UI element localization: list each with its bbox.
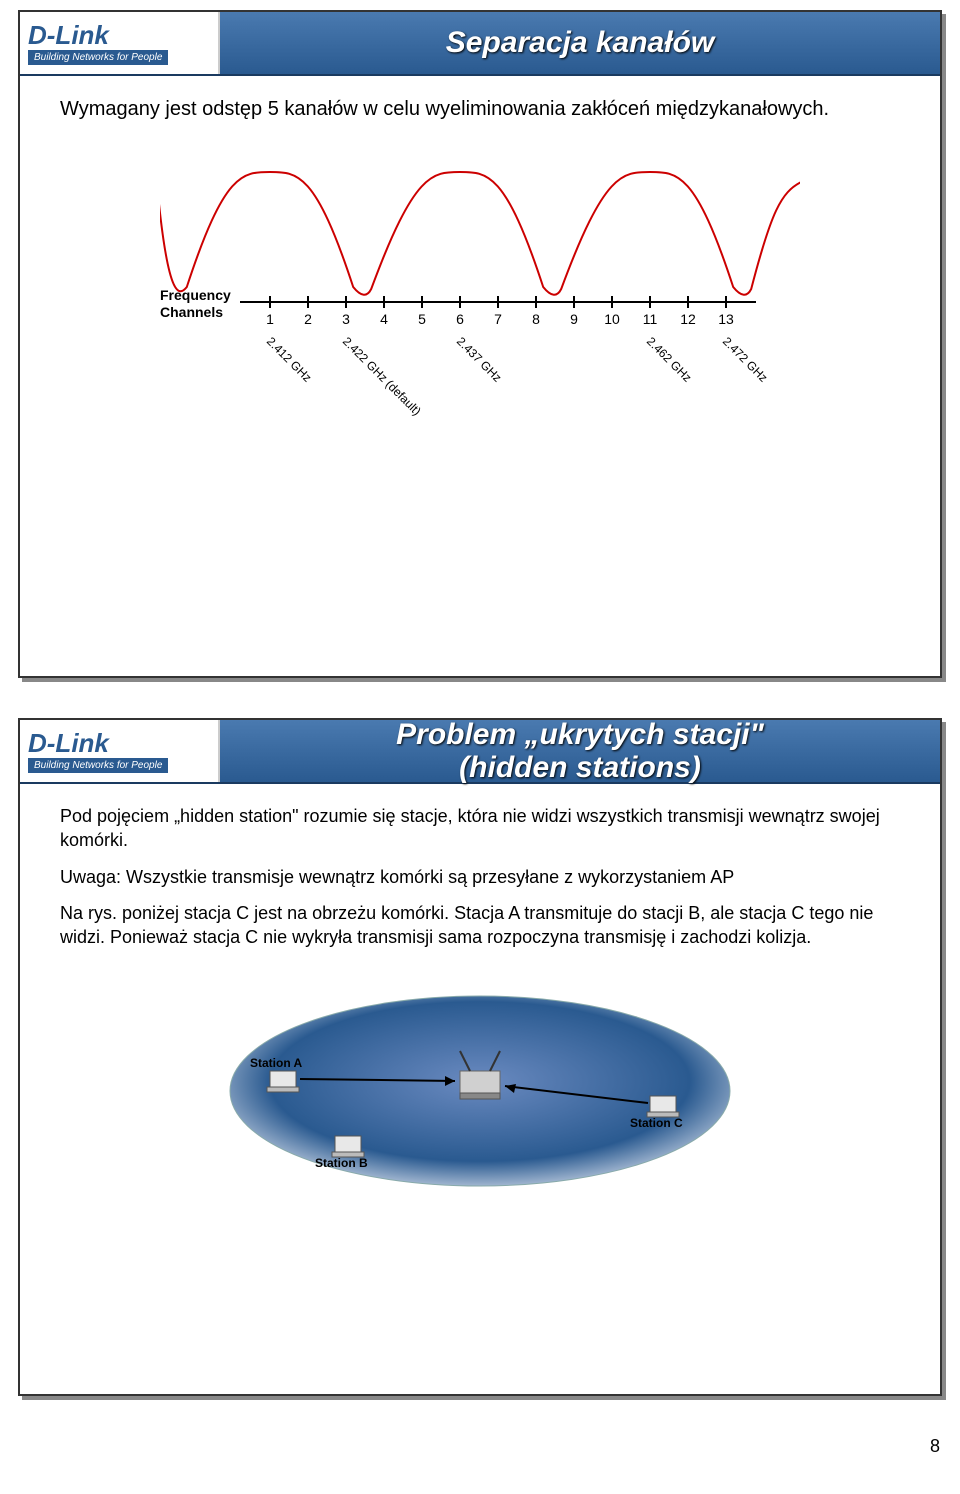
page-number: 8: [0, 1436, 960, 1467]
slide-1: D-Link Building Networks for People Sepa…: [18, 10, 942, 678]
svg-text:4: 4: [380, 311, 388, 327]
svg-text:2: 2: [304, 311, 312, 327]
para1: Pod pojęciem „hidden station" rozumie si…: [60, 804, 900, 853]
svg-text:13: 13: [718, 311, 734, 327]
logo-2: D-Link Building Networks for People: [20, 720, 220, 782]
svg-text:7: 7: [494, 311, 502, 327]
svg-text:5: 5: [418, 311, 426, 327]
logo-brand: D-Link: [28, 22, 109, 48]
slide-title-2: Problem „ukrytych stacji" (hidden statio…: [220, 718, 940, 784]
hidden-station-diagram: Station A Station B Station C: [160, 961, 800, 1201]
title-line1: Problem „ukrytych stacji": [396, 718, 764, 751]
svg-text:12: 12: [680, 311, 696, 327]
svg-text:2.472 GHz: 2.472 GHz: [720, 334, 770, 384]
svg-text:3: 3: [342, 311, 350, 327]
svg-text:11: 11: [643, 311, 658, 327]
station-c-label: Station C: [630, 1116, 683, 1130]
slide-title: Separacja kanałów: [220, 26, 940, 60]
svg-text:2.437 GHz: 2.437 GHz: [454, 334, 504, 384]
svg-text:6: 6: [456, 311, 464, 327]
logo-tagline-2: Building Networks for People: [28, 758, 168, 773]
svg-text:8: 8: [532, 311, 540, 327]
frequency-svg: 123456789101112132.412 GHz2.422 GHz (def…: [160, 142, 800, 422]
svg-text:2.422 GHz (default): 2.422 GHz (default): [340, 334, 424, 418]
station-a-label: Station A: [250, 1056, 302, 1070]
svg-text:1: 1: [266, 311, 274, 327]
y-axis-label-2: Channels: [160, 304, 223, 320]
svg-text:9: 9: [570, 311, 578, 327]
logo-brand-2: D-Link: [28, 730, 109, 756]
slide-2: D-Link Building Networks for People Prob…: [18, 718, 942, 1396]
y-axis-label-1: Frequency: [160, 287, 231, 303]
logo: D-Link Building Networks for People: [20, 12, 220, 74]
slide-body-2: Pod pojęciem „hidden station" rozumie si…: [20, 784, 940, 1394]
cell-svg: [160, 961, 800, 1201]
para2: Uwaga: Wszystkie transmisje wewnątrz kom…: [60, 865, 900, 889]
station-b-label: Station B: [315, 1156, 368, 1170]
slide-body-1: Wymagany jest odstęp 5 kanałów w celu wy…: [20, 76, 940, 676]
lead-text: Wymagany jest odstęp 5 kanałów w celu wy…: [60, 96, 900, 122]
logo-tagline: Building Networks for People: [28, 50, 168, 65]
frequency-chart: Frequency Channels 123456789101112132.41…: [160, 142, 800, 422]
header-bar-2: D-Link Building Networks for People Prob…: [20, 720, 940, 784]
para3: Na rys. poniżej stacja C jest na obrzeżu…: [60, 901, 900, 950]
svg-text:10: 10: [604, 311, 620, 327]
svg-text:2.462 GHz: 2.462 GHz: [644, 334, 694, 384]
title-line2: (hidden stations): [459, 751, 701, 784]
header-bar: D-Link Building Networks for People Sepa…: [20, 12, 940, 76]
svg-text:2.412 GHz: 2.412 GHz: [264, 334, 314, 384]
